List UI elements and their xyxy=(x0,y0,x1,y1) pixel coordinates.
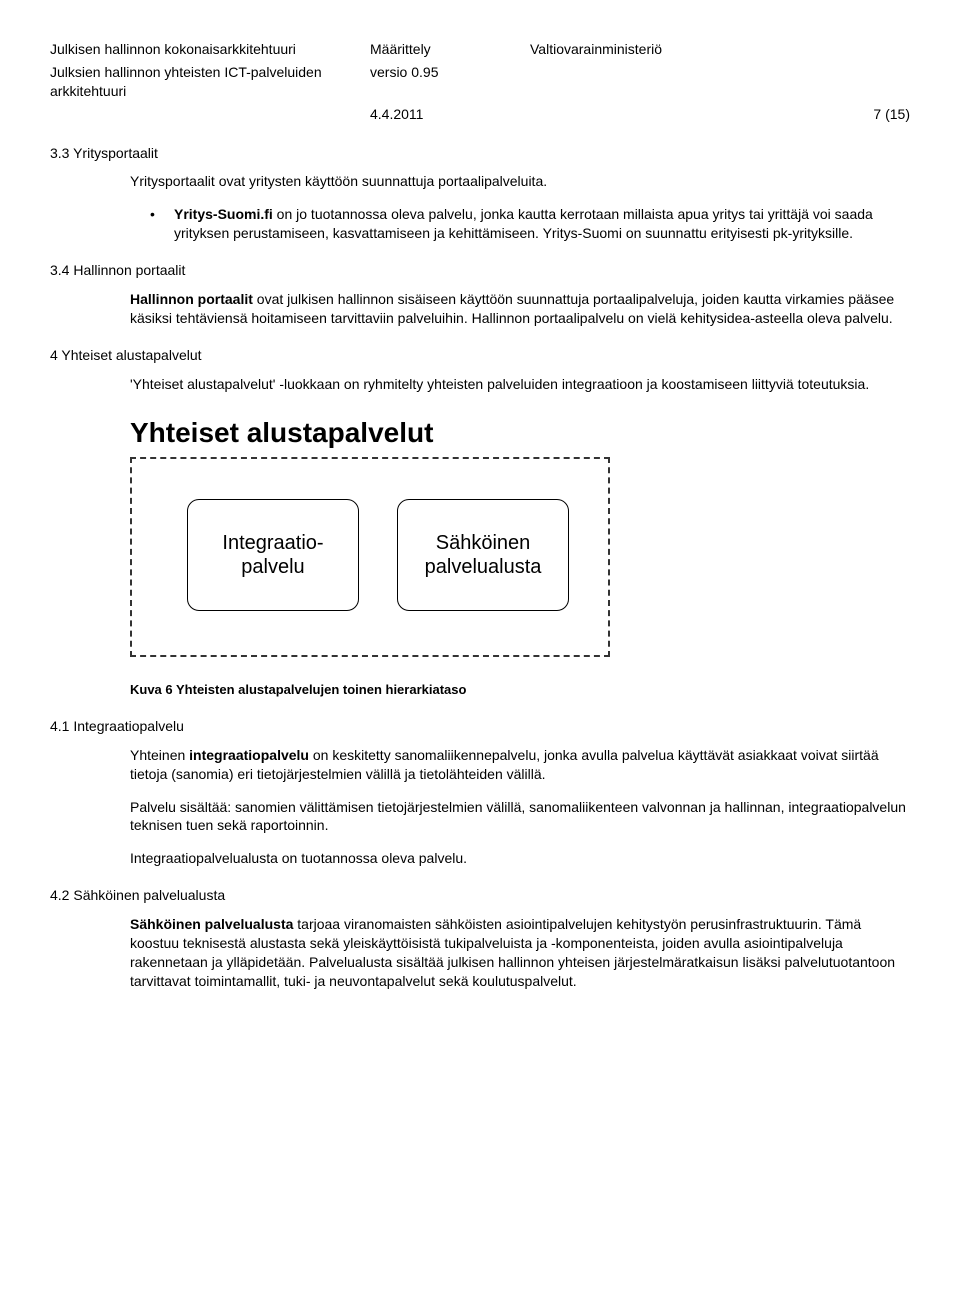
diagram-title: Yhteiset alustapalvelut xyxy=(130,414,910,452)
s33-p1: Yritysportaalit ovat yritysten käyttöön … xyxy=(130,172,910,191)
diagram-container: Yhteiset alustapalvelut Integraatio- pal… xyxy=(130,414,910,658)
header-row-2: Julksien hallinnon yhteisten ICT-palvelu… xyxy=(50,63,910,101)
s41-p1a: Yhteinen xyxy=(130,747,189,763)
s34-p1-bold: Hallinnon portaalit xyxy=(130,291,253,307)
s33-bullet-rest: on jo tuotannossa oleva palvelu, jonka k… xyxy=(174,206,873,241)
s41-p1: Yhteinen integraatiopalvelu on keskitett… xyxy=(130,746,910,784)
s33-bullet-bold: Yritys-Suomi.fi xyxy=(174,206,273,222)
s4-p1: 'Yhteiset alustapalvelut' -luokkaan on r… xyxy=(130,375,910,394)
heading-3-3: 3.3 Yritysportaalit xyxy=(50,144,910,163)
header-row-3: 4.4.2011 7 (15) xyxy=(50,105,910,124)
s33-bullet: Yritys-Suomi.fi on jo tuotannossa oleva … xyxy=(150,205,910,243)
diagram-caption: Kuva 6 Yhteisten alustapalvelujen toinen… xyxy=(130,681,910,699)
diagram-box-integraatio: Integraatio- palvelu xyxy=(187,499,359,611)
s41-p2: Palvelu sisältää: sanomien välittämisen … xyxy=(130,798,910,836)
s41-p1-bold: integraatiopalvelu xyxy=(189,747,309,763)
heading-4-1: 4.1 Integraatiopalvelu xyxy=(50,717,910,736)
heading-3-4: 3.4 Hallinnon portaalit xyxy=(50,261,910,280)
header-page: 7 (15) xyxy=(530,105,910,124)
s34-p1: Hallinnon portaalit ovat julkisen hallin… xyxy=(130,290,910,328)
header-row-1: Julkisen hallinnon kokonaisarkkitehtuuri… xyxy=(50,40,910,59)
header-date: 4.4.2011 xyxy=(370,105,530,124)
diagram-dashed-box: Integraatio- palvelu Sähköinen palvelual… xyxy=(130,457,610,657)
header-version: versio 0.95 xyxy=(370,63,530,101)
header-title1: Julkisen hallinnon kokonaisarkkitehtuuri xyxy=(50,40,370,59)
heading-4: 4 Yhteiset alustapalvelut xyxy=(50,346,910,365)
s42-p1: Sähköinen palvelualusta tarjoaa viranoma… xyxy=(130,915,910,991)
header-org: Valtiovarainministeriö xyxy=(530,40,910,59)
header-title2: Julksien hallinnon yhteisten ICT-palvelu… xyxy=(50,63,370,101)
header-doctype: Määrittely xyxy=(370,40,530,59)
s41-p3: Integraatiopalvelualusta on tuotannossa … xyxy=(130,849,910,868)
s42-p1-bold: Sähköinen palvelualusta xyxy=(130,916,293,932)
diagram-box-sahkoinen: Sähköinen palvelualusta xyxy=(397,499,569,611)
heading-4-2: 4.2 Sähköinen palvelualusta xyxy=(50,886,910,905)
